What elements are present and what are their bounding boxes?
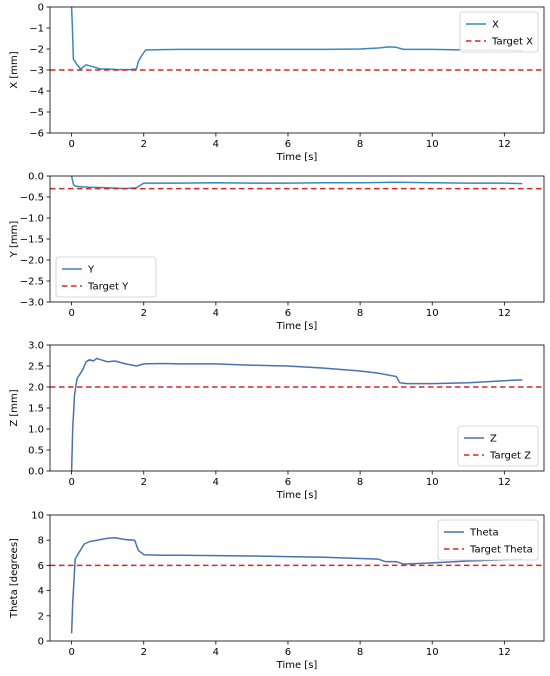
y-tick-label: −3 bbox=[29, 66, 44, 77]
y-axis-label: Z [mm] bbox=[9, 389, 20, 426]
series-line-x bbox=[70, 7, 523, 71]
y-tick-label: 0 bbox=[38, 3, 44, 14]
y-tick-label: 2.0 bbox=[28, 383, 44, 394]
series-line-y bbox=[70, 176, 523, 190]
x-tick-label: 10 bbox=[426, 308, 439, 319]
legend-label: Z bbox=[490, 434, 497, 445]
y-tick-label: 8 bbox=[38, 536, 44, 547]
x-tick-label: 2 bbox=[141, 477, 147, 488]
y-tick-label: −6 bbox=[29, 129, 44, 140]
x-axis-label: Time [s] bbox=[276, 321, 318, 332]
y-tick-label: −0.5 bbox=[20, 193, 44, 204]
chart-panel-3: 0 2 4 6 8 10 12 3.0 2.5 2.0 1.5 1.0 0.5 0.0 Time [s] Z … bbox=[9, 341, 545, 501]
x-tick-label: 4 bbox=[213, 139, 219, 150]
x-tick-label: 0 bbox=[68, 477, 74, 488]
y-axis-label: X [mm] bbox=[9, 51, 20, 88]
plot-frame bbox=[49, 344, 545, 472]
x-tick-label: 8 bbox=[357, 477, 363, 488]
x-tick-label: 12 bbox=[498, 308, 511, 319]
x-tick-label: 10 bbox=[426, 647, 439, 658]
y-tick-label: −2.5 bbox=[20, 277, 44, 288]
series-line-theta bbox=[70, 536, 523, 634]
x-tick-label: 6 bbox=[285, 477, 291, 488]
legend-label: Y bbox=[87, 265, 95, 276]
x-tick-label: 2 bbox=[141, 647, 147, 658]
y-tick-label: 6 bbox=[38, 561, 44, 572]
series-line-z bbox=[70, 357, 523, 471]
legend-box bbox=[437, 519, 539, 561]
y-tick-label: −3.0 bbox=[20, 298, 44, 309]
y-tick-label: 3.0 bbox=[28, 341, 44, 352]
x-tick-label: 6 bbox=[285, 308, 291, 319]
x-tick-label: 4 bbox=[213, 647, 219, 658]
y-tick-label: 2.5 bbox=[28, 362, 44, 373]
x-tick-label: 10 bbox=[426, 477, 439, 488]
x-tick-label: 12 bbox=[498, 477, 511, 488]
y-tick-label: 0 bbox=[38, 637, 44, 648]
legend-box bbox=[55, 256, 157, 298]
y-tick-label: −1 bbox=[29, 24, 44, 35]
x-tick-label: 2 bbox=[141, 139, 147, 150]
chart-panel-1: 0 2 4 6 8 10 12 0 −1 −2 −3 −4 −5 −6 Time [s] X [mm] X Tar… bbox=[9, 3, 545, 163]
x-tick-label: 0 bbox=[68, 308, 74, 319]
legend: X Target X bbox=[459, 11, 539, 53]
y-tick-label: 10 bbox=[31, 511, 44, 522]
x-tick-label: 12 bbox=[498, 647, 511, 658]
chart-panel-2: 0 2 4 6 8 10 12 0.0 −0.5 −1.0 −1.5 −2.0 −2.5 −3.0 Time… bbox=[9, 172, 545, 332]
x-axis-label: Time [s] bbox=[276, 660, 318, 671]
y-tick-label: −4 bbox=[29, 87, 44, 98]
x-tick-label: 0 bbox=[68, 647, 74, 658]
x-tick-label: 8 bbox=[357, 647, 363, 658]
plot-frame bbox=[49, 514, 545, 642]
y-tick-label: −2.0 bbox=[20, 256, 44, 267]
x-tick-label: 6 bbox=[285, 139, 291, 150]
y-tick-label: 2 bbox=[38, 611, 44, 622]
legend-box bbox=[459, 11, 539, 53]
legend-label: Theta bbox=[469, 528, 499, 539]
plot-frame bbox=[49, 6, 545, 134]
y-tick-label: −5 bbox=[29, 108, 44, 119]
y-tick-label: 1.0 bbox=[28, 425, 44, 436]
legend: Z Target Z bbox=[457, 425, 539, 467]
x-tick-label: 8 bbox=[357, 139, 363, 150]
x-tick-label: 4 bbox=[213, 477, 219, 488]
plot-frame bbox=[49, 175, 545, 303]
x-axis-label: Time [s] bbox=[276, 490, 318, 501]
x-tick-label: 4 bbox=[213, 308, 219, 319]
y-tick-label: 4 bbox=[38, 586, 44, 597]
y-tick-label: 1.5 bbox=[28, 404, 44, 415]
x-tick-label: 6 bbox=[285, 647, 291, 658]
chart-panel-4: 0 2 4 6 8 10 12 10 8 6 4 2 0 Time [s] Theta [degrees] T… bbox=[9, 511, 545, 671]
legend-label: Target Theta bbox=[469, 545, 533, 556]
y-axis-label: Theta [degrees] bbox=[9, 538, 20, 619]
legend-label: Target Z bbox=[489, 451, 531, 462]
legend-label: Target Y bbox=[87, 282, 129, 293]
legend-box bbox=[457, 425, 539, 467]
y-tick-label: −1.0 bbox=[20, 214, 44, 225]
x-tick-label: 0 bbox=[68, 139, 74, 150]
legend-label: Target X bbox=[491, 37, 533, 48]
y-tick-label: 0.5 bbox=[28, 446, 44, 457]
x-axis-label: Time [s] bbox=[276, 152, 318, 163]
y-axis-label: Y [mm] bbox=[9, 221, 20, 259]
x-tick-label: 2 bbox=[141, 308, 147, 319]
x-tick-label: 8 bbox=[357, 308, 363, 319]
x-tick-label: 10 bbox=[426, 139, 439, 150]
x-tick-label: 12 bbox=[498, 139, 511, 150]
legend: Theta Target Theta bbox=[437, 519, 539, 561]
legend-label: X bbox=[492, 20, 499, 31]
y-tick-label: −1.5 bbox=[20, 235, 44, 246]
y-tick-label: 0.0 bbox=[28, 172, 44, 183]
y-tick-label: −2 bbox=[29, 45, 44, 56]
y-tick-label: 0.0 bbox=[28, 467, 44, 478]
legend: Y Target Y bbox=[55, 256, 157, 298]
